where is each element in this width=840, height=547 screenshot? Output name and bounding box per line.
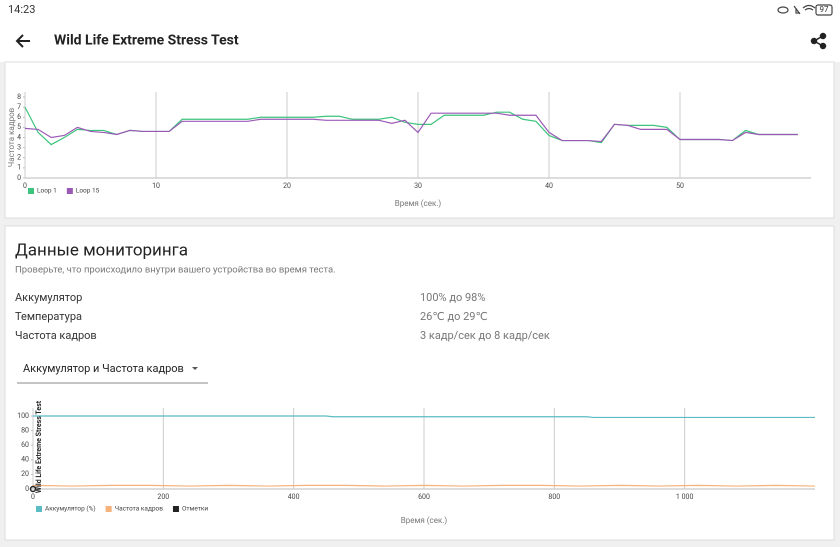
series-line [33,415,815,419]
y-tick-label: 7 [17,103,21,111]
y-tick-label: 5 [17,123,21,131]
x-tick-label: 1 000 [676,493,694,501]
marker-annotation: Wild Life Extreme Stress Test [35,400,43,493]
x-tick-label: 0 [23,182,27,190]
y-tick-label: 6 [17,113,21,121]
section-subtitle: Проверьте, что происходило внутри вашего… [15,265,336,276]
legend-swatch [66,188,73,194]
y-tick-label: 1 [17,164,21,172]
x-tick-label: 50 [676,182,684,190]
legend-swatch [36,506,42,512]
y-tick-label: 3 [17,143,21,151]
status-icons [777,4,833,16]
x-tick-label: 0 [31,493,35,501]
x-tick-label: 20 [283,182,291,190]
legend-label: Loop 15 [76,187,100,195]
row-value: 100% до 98% [420,291,485,304]
x-tick-label: 200 [157,493,169,501]
legend-label: Частота кадров [115,505,164,513]
x-tick-label: 30 [414,182,422,190]
y-tick-label: 2 [17,154,21,162]
y-tick-label: 0 [25,485,29,493]
x-axis-label: Время (сек.) [401,516,448,525]
dropdown-arrow [192,367,198,370]
app-bar [0,0,840,62]
x-tick-label: 40 [545,182,553,190]
x-tick-label: 10 [152,182,160,190]
series-line [32,484,816,487]
y-tick-label: 8 [17,93,21,101]
x-tick-label: 800 [548,493,560,501]
row-label: Температура [15,310,82,323]
page-title: Wild Life Extreme Stress Test [54,33,239,49]
series-line [24,112,798,143]
y-tick-label: 0 [17,174,21,182]
dropdown-label[interactable]: Аккумулятор и Частота кадров [23,362,184,375]
y-tick-label: 60 [21,441,29,449]
y-tick-label: 4 [17,133,21,141]
row-label: Аккумулятор [15,291,82,304]
x-tick-label: 600 [418,493,430,501]
back-button[interactable] [15,34,30,48]
x-tick-label: 400 [288,493,300,501]
y-tick-label: 100 [17,412,29,420]
share-button[interactable] [810,32,827,50]
y-tick-label: 20 [21,470,29,478]
row-label: Частота кадров [15,329,97,342]
y-axis-label: Частота кадров [7,107,16,167]
dropdown[interactable]: Аккумулятор и Частота кадров [17,362,208,384]
section-title: Данные мониторинга [15,240,188,260]
y-tick-label: 40 [21,456,29,464]
y-tick-label: 80 [21,426,29,434]
row-value: 3 кадр/сек до 8 кадр/сек [420,329,550,342]
legend-label: Аккумулятор (%) [45,505,96,513]
status-time: 14:23 [8,3,35,16]
marker-point [29,485,37,493]
legend-swatch [28,188,34,194]
legend-label: Отметки [182,505,208,513]
row-value: 26℃ до 29℃ [420,310,488,323]
x-axis-label: Время (сек.) [395,199,442,208]
legend-swatch [172,506,179,512]
legend-swatch [105,506,112,512]
status-battery: 97 [820,5,829,14]
legend-label: Loop 1 [37,187,57,195]
